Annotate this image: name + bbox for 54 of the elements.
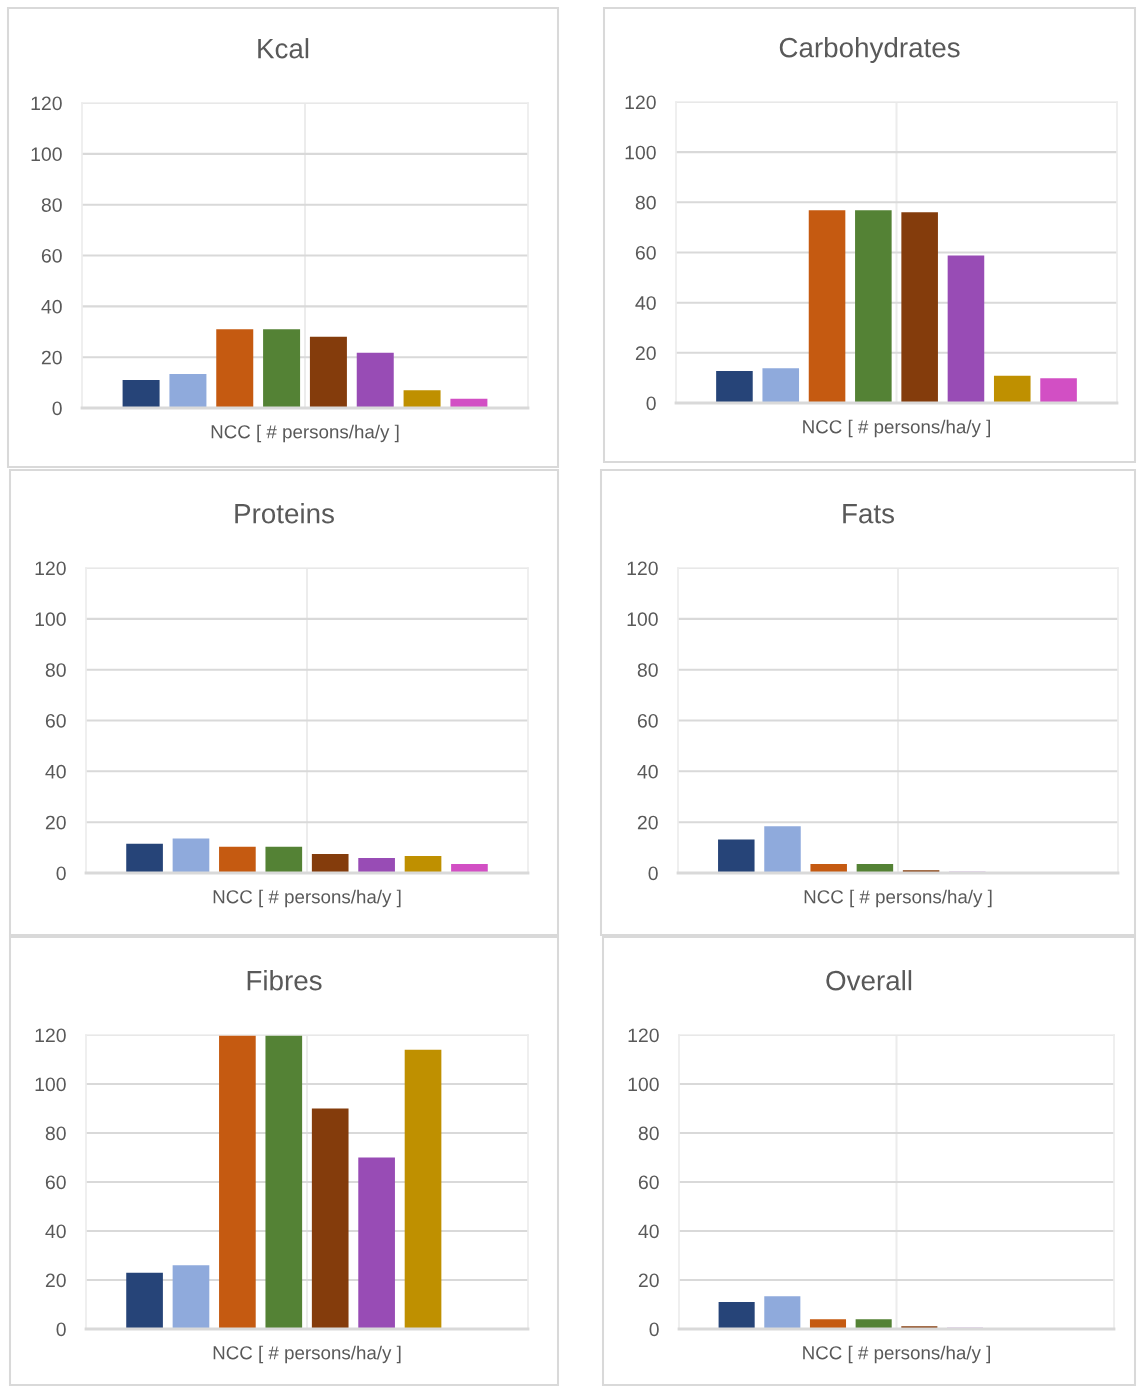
y-tick-label: 20 <box>41 350 62 365</box>
y-tick-label: 0 <box>56 1322 66 1337</box>
y-tick-label: 100 <box>628 1077 659 1092</box>
y-tick-label: 0 <box>56 866 66 881</box>
y-tick-label: 60 <box>635 245 656 260</box>
y-tick-label: 120 <box>625 95 656 110</box>
y-tick-label: 0 <box>649 1322 659 1337</box>
y-tick-label: 120 <box>35 1028 66 1043</box>
x-axis-title: NCC [ # persons/ha/y ] <box>211 424 399 443</box>
y-tick-label: 60 <box>45 1175 66 1190</box>
y-tick-label: 120 <box>627 561 658 576</box>
chart-title: Fats <box>843 504 895 524</box>
y-tick-label: 40 <box>637 764 658 779</box>
y-tick-label: 100 <box>627 612 658 627</box>
y-tick-label: 20 <box>45 815 66 830</box>
y-tick-label: 80 <box>637 663 658 677</box>
y-tick-label: 80 <box>45 663 66 677</box>
x-axis-title: NCC [ # persons/ha/y ] <box>804 889 992 908</box>
y-tick-label: 40 <box>45 1224 66 1239</box>
y-tick-label: 40 <box>45 764 66 779</box>
y-tick-label: 100 <box>625 145 656 160</box>
y-tick-label: 0 <box>646 396 656 411</box>
y-tick-label: 40 <box>635 296 656 310</box>
y-tick-label: 60 <box>638 1175 659 1190</box>
y-tick-label: 100 <box>35 612 66 627</box>
y-tick-label: 60 <box>45 713 66 728</box>
y-tick-label: 60 <box>41 248 62 263</box>
y-tick-label: 40 <box>41 299 62 314</box>
chart-title: Kcal <box>258 38 309 59</box>
y-tick-label: 120 <box>628 1028 659 1043</box>
y-tick-label: 100 <box>31 147 62 162</box>
y-tick-label: 60 <box>637 713 658 728</box>
chart-title: Carbohydrates <box>779 37 960 63</box>
y-tick-label: 100 <box>35 1077 66 1092</box>
y-tick-label: 40 <box>638 1224 659 1239</box>
y-tick-label: 0 <box>648 866 658 881</box>
x-axis-title: NCC [ # persons/ha/y ] <box>803 1345 990 1364</box>
y-tick-label: 20 <box>638 1273 659 1288</box>
y-tick-label: 80 <box>45 1126 66 1141</box>
y-tick-label: 80 <box>41 198 62 212</box>
x-axis-title: NCC [ # persons/ha/y ] <box>803 419 990 438</box>
y-tick-label: 120 <box>35 561 66 576</box>
chart-title: Fibres <box>247 970 322 991</box>
x-axis-title: NCC [ # persons/ha/y ] <box>213 1345 401 1364</box>
y-tick-label: 20 <box>637 815 658 830</box>
y-tick-label: 80 <box>635 195 656 210</box>
y-tick-label: 80 <box>638 1126 659 1141</box>
y-tick-label: 20 <box>635 346 656 361</box>
chart-title: Overall <box>826 970 912 991</box>
y-tick-label: 120 <box>31 96 62 111</box>
chart-title: Proteins <box>235 503 334 524</box>
y-tick-label: 20 <box>45 1273 66 1288</box>
y-tick-label: 0 <box>52 401 62 416</box>
x-axis-title: NCC [ # persons/ha/y ] <box>213 889 401 908</box>
